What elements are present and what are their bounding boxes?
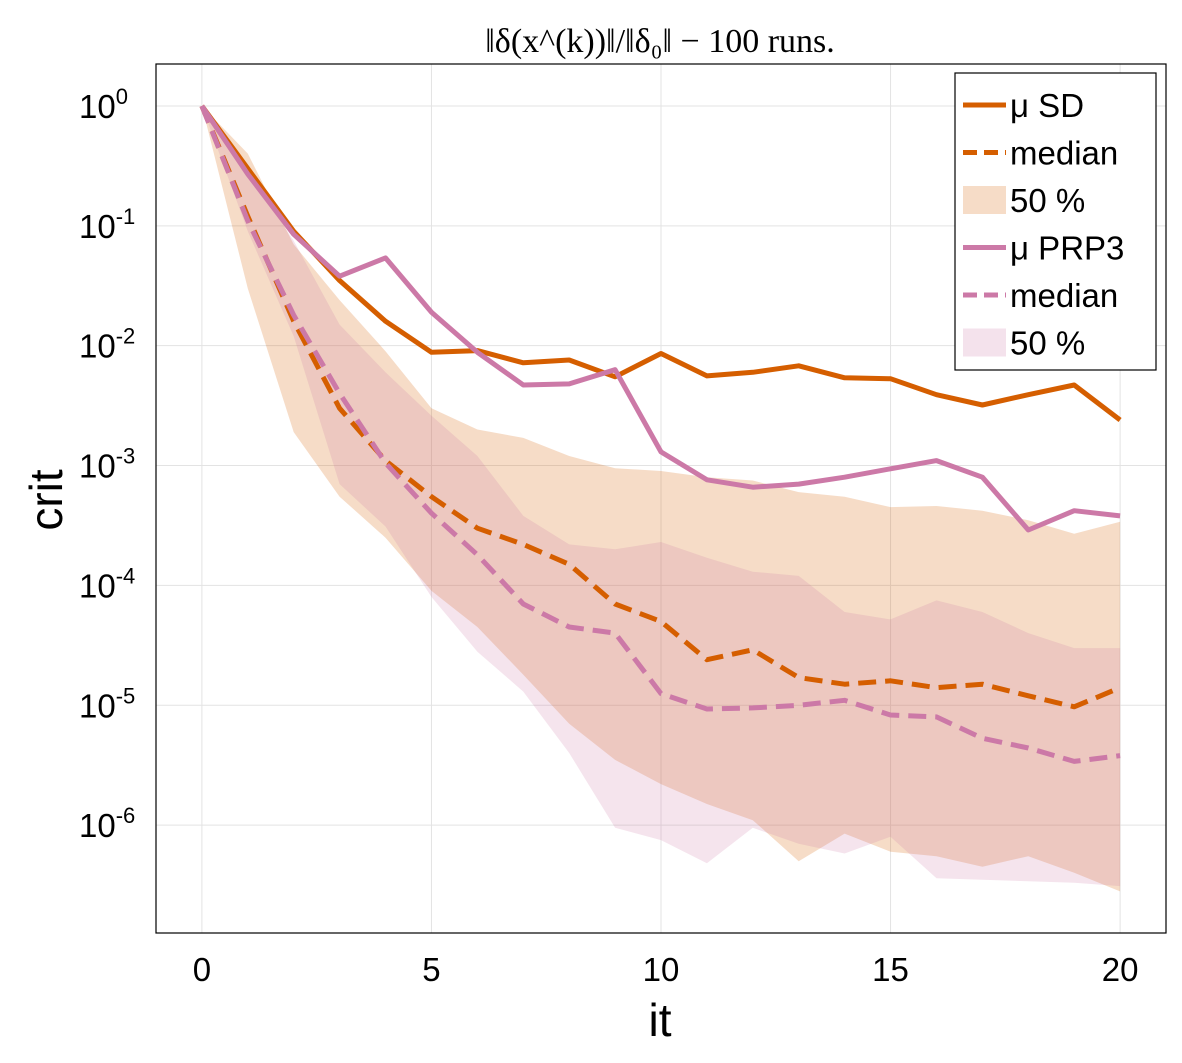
legend-box	[954, 72, 1157, 371]
quartile-band	[201, 106, 1121, 892]
x-tick-label: 20	[1102, 951, 1139, 988]
x-axis-label: it	[649, 994, 672, 1046]
y-tick-label: 10-5	[79, 683, 135, 724]
y-tick-label: 10-4	[79, 563, 135, 604]
y-tick-label: 100	[79, 84, 128, 125]
legend-swatch-band	[963, 186, 1006, 214]
grid	[156, 64, 1166, 933]
y-tick-label: 10-6	[79, 803, 135, 844]
legend-label: median	[1010, 277, 1118, 314]
plot-frame	[155, 63, 1167, 934]
legend-swatch-band	[963, 328, 1006, 357]
median-line	[199, 105, 1122, 710]
legend-label: 50 %	[1010, 182, 1085, 219]
legend-label: 50 %	[1010, 325, 1085, 362]
mean-line	[199, 104, 1122, 422]
mean-line	[199, 104, 1121, 533]
x-tick-label: 5	[422, 951, 440, 988]
y-tick-label: 10-1	[79, 204, 135, 245]
legend: μ SD median 50 % μ PRP3 median 50 %	[954, 72, 1157, 371]
median-line	[199, 105, 1121, 764]
bands	[201, 106, 1121, 892]
series	[199, 104, 1122, 764]
legend-label: median	[1010, 135, 1118, 172]
chart-title: ‖δ(x^(k))‖/‖δ₀‖ − 100 runs.	[485, 23, 835, 60]
y-tick-label: 10-2	[79, 324, 135, 365]
legend-label: μ SD	[1010, 87, 1084, 124]
legend-label: μ PRP3	[1010, 230, 1124, 267]
tick-labels: 0 5 10 15 20 100 10-1 10-2 10-3 10-4 10-5 10-6	[79, 84, 1138, 988]
x-tick-label: 15	[872, 951, 909, 988]
x-tick-label: 0	[193, 951, 211, 988]
y-tick-label: 10-3	[79, 444, 135, 485]
quartile-band	[201, 106, 1121, 887]
x-tick-label: 10	[643, 951, 680, 988]
y-axis-label: crit	[20, 469, 72, 531]
